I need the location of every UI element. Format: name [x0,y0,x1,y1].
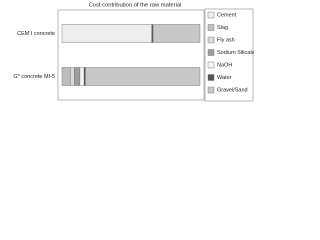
legend-label: Cement [217,12,237,18]
legend-swatch [207,49,215,56]
legend-swatch [207,86,215,94]
legend-label: Water [217,75,232,81]
legend-label: Gravel/Sand [217,87,248,93]
bar-segment [85,67,201,86]
chart: Cost contribution of the raw material CE… [13,3,254,102]
legend-label: Sodium Silicate [217,50,254,56]
bar-segment [61,24,152,43]
legend-swatch [207,74,215,81]
legend-swatch [207,36,215,44]
bar-segment [70,67,75,86]
bar-segment [61,67,71,86]
legend-label: Fly ash [217,37,235,43]
bar-segment [152,24,201,43]
legend-swatch [207,24,215,31]
legend-swatch [207,11,215,19]
bar-segment [83,67,86,86]
bar-segment [74,67,81,86]
legend-label: NaOH [217,62,232,68]
y-tick-label: CEM I concrete [17,31,55,37]
legend-swatch [207,61,215,69]
plot-frame [57,9,205,101]
chart-title: Cost contribution of the raw material [89,3,182,9]
y-tick-label: G* concrete MI-5 [13,74,55,80]
bar-segment [151,24,154,43]
legend-label: Slag [217,25,228,31]
bar-segment [79,67,85,86]
